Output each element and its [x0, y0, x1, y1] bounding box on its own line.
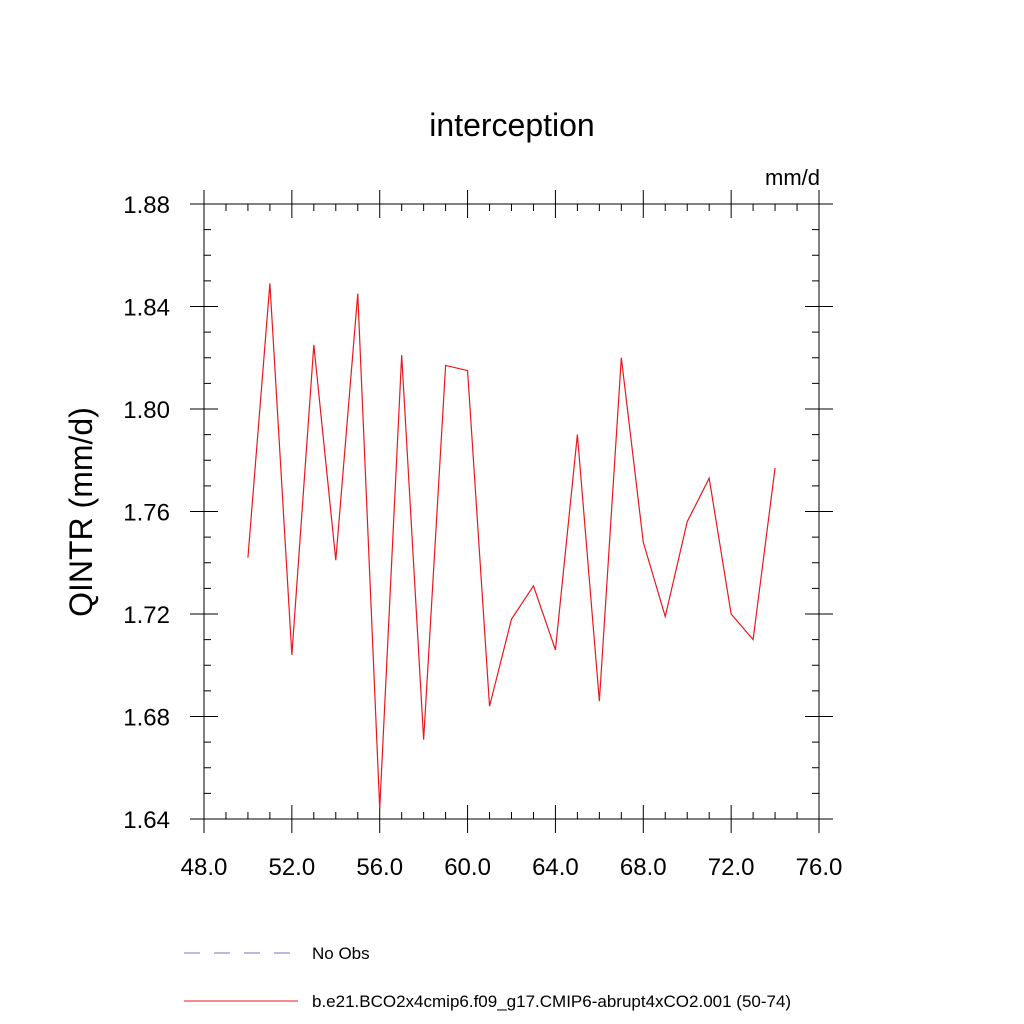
- plot-frame: [203, 203, 820, 820]
- x-tick-label: 68.0: [620, 854, 667, 881]
- y-tick-label: 1.64: [123, 807, 170, 834]
- legend-label-1: b.e21.BCO2x4cmip6.f09_g17.CMIP6-abrupt4x…: [312, 992, 791, 1011]
- y-tick-label: 1.76: [123, 500, 170, 527]
- y-tick-label: 1.80: [123, 397, 170, 424]
- x-tick-labels: 48.0 52.0 56.0 60.0 64.0 68.0 72.0 76.0: [181, 854, 843, 881]
- axis-ticks: [190, 190, 833, 833]
- y-tick-label: 1.88: [123, 192, 170, 219]
- series-line-1: [247, 283, 776, 809]
- y-tick-labels: 1.64 1.68 1.72 1.76 1.80 1.84 1.88: [123, 192, 170, 834]
- y-tick-label: 1.68: [123, 705, 170, 732]
- y-tick-label: 1.84: [123, 295, 170, 322]
- legend: No Obs b.e21.BCO2x4cmip6.f09_g17.CMIP6-ab…: [184, 944, 791, 1011]
- legend-label-0: No Obs: [312, 944, 370, 963]
- units-label: mm/d: [765, 165, 820, 190]
- chart-title: interception: [429, 107, 594, 143]
- x-tick-label: 64.0: [532, 854, 579, 881]
- x-tick-label: 72.0: [708, 854, 755, 881]
- x-tick-label: 60.0: [444, 854, 491, 881]
- x-tick-label: 56.0: [356, 854, 403, 881]
- series-layer: [247, 283, 776, 809]
- x-tick-label: 52.0: [268, 854, 315, 881]
- x-tick-label: 48.0: [181, 854, 228, 881]
- x-tick-label: 76.0: [796, 854, 843, 881]
- y-tick-label: 1.72: [123, 602, 170, 629]
- y-axis-label: QINTR (mm/d): [63, 407, 99, 617]
